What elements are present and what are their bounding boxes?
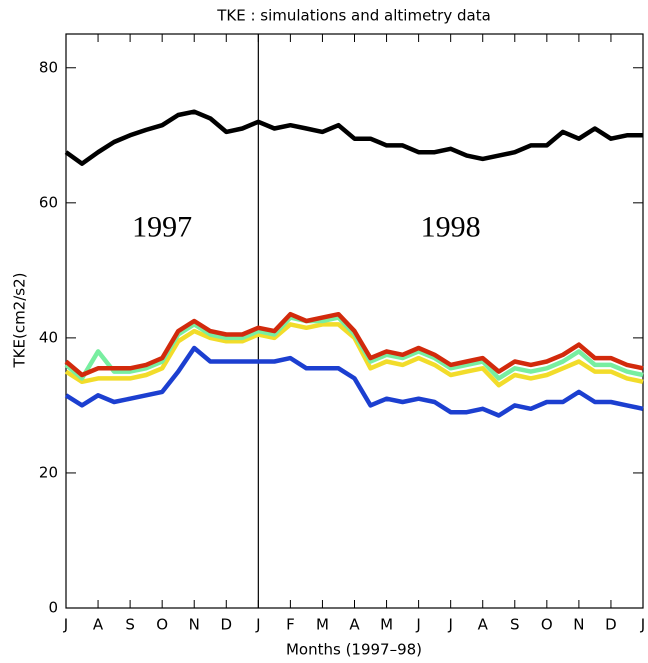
x-tick-label: J: [447, 616, 452, 634]
x-tick-label: A: [478, 616, 489, 634]
x-tick-label: N: [573, 616, 584, 634]
x-tick-label: D: [605, 616, 617, 634]
x-tick-label: A: [93, 616, 104, 634]
x-tick-label: J: [63, 616, 68, 634]
chart-title: TKE : simulations and altimetry data: [216, 7, 491, 25]
plot-frame: [65, 33, 644, 609]
y-tick-label: 80: [39, 58, 58, 76]
x-axis-label: Months (1997–98): [286, 641, 422, 659]
annotation: 1997: [132, 211, 192, 244]
y-tick-label: 20: [39, 463, 58, 481]
x-tick-label: A: [349, 616, 360, 634]
x-tick-label: O: [541, 616, 553, 634]
y-axis-label: TKE(cm2/s2): [11, 273, 29, 369]
series-line: [64, 109, 643, 166]
annotation: 1998: [421, 211, 481, 244]
series-line: [64, 345, 644, 418]
x-tick-label: M: [316, 616, 329, 634]
x-tick-label: N: [189, 616, 200, 634]
x-tick-label: J: [415, 616, 420, 634]
y-tick-label: 40: [39, 328, 58, 346]
x-tick-label: F: [286, 616, 295, 634]
y-tick-label: 0: [48, 599, 58, 617]
x-tick-label: D: [220, 616, 232, 634]
x-tick-label: S: [510, 616, 520, 634]
x-tick-label: S: [125, 616, 135, 634]
series-line: [64, 311, 644, 378]
x-tick-label: J: [640, 616, 645, 634]
x-tick-label: J: [255, 616, 260, 634]
x-tick-label: M: [380, 616, 393, 634]
y-tick-label: 60: [39, 193, 58, 211]
x-tick-label: O: [156, 616, 168, 634]
